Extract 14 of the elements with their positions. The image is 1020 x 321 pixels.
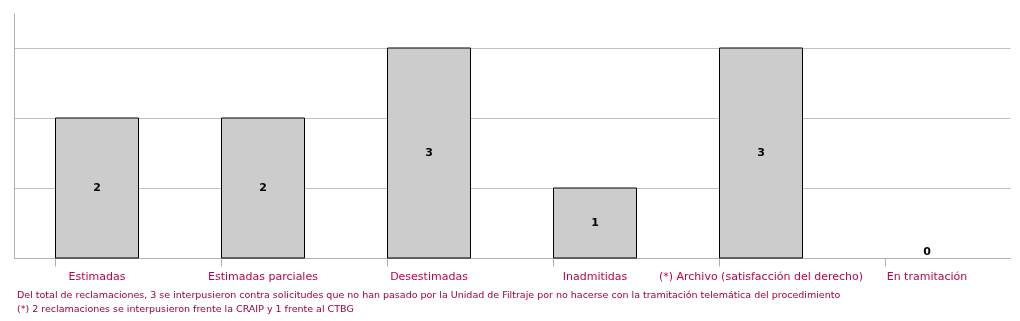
x-tick-label: En tramitación [886, 269, 968, 283]
x-tick-label: Inadmitidas [562, 269, 628, 283]
data-label: 1 [591, 216, 599, 229]
data-label: 3 [425, 146, 433, 159]
x-tick-label: (*) Archivo (satisfacción del derecho) [658, 269, 864, 283]
data-label: 2 [93, 181, 101, 194]
x-tick-label: Estimadas [68, 269, 126, 283]
text: Del total de reclamaciones, 3 se interpusieron contra solicitudes que no han pasado por la Unidad de Filtraje por no hacerse con la tramitación telemática del procedimiento [17, 288, 841, 302]
data-label: 2 [259, 181, 267, 194]
data-label: 3 [757, 146, 765, 159]
x-tick-label: Desestimadas [390, 269, 469, 283]
x-tick-label: Estimadas parciales [208, 269, 319, 283]
data-label: 0 [923, 245, 932, 259]
text: (*) 2 reclamaciones se interpusieron frente la CRAIP y 1 frente al CTBG [17, 302, 355, 316]
